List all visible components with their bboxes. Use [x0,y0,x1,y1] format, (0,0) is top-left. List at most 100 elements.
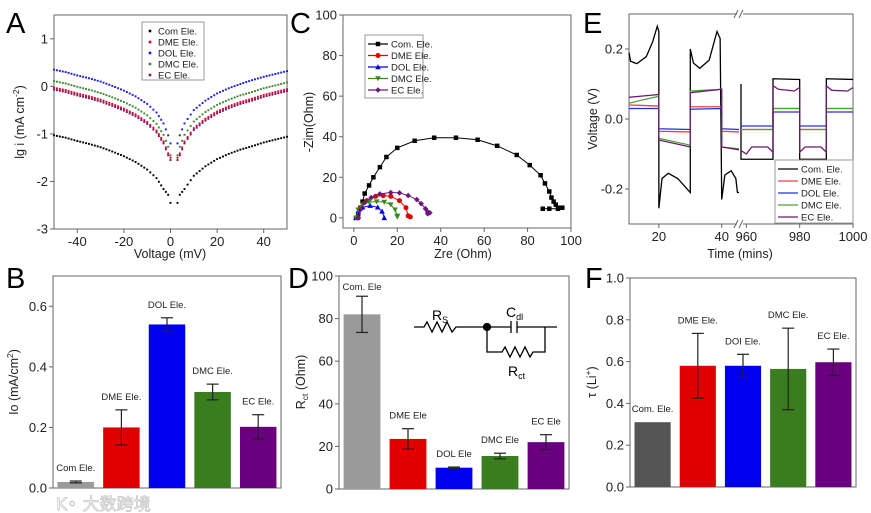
data-point [286,70,288,73]
data-point [73,85,76,87]
data-point [111,104,114,107]
data-point [85,76,87,79]
data-point [137,162,140,165]
data-point [254,90,256,93]
y-tick-label: -3 [36,222,48,237]
data-point [164,190,167,193]
data-point [128,92,131,95]
data-point [198,115,201,118]
data-point [371,175,376,180]
data-point [236,149,239,152]
data-point [233,103,236,106]
data-point [551,199,556,204]
series-line [741,111,853,127]
data-point [85,142,87,145]
cdl-label-sub: dl [516,312,523,322]
data-point [111,102,114,105]
x-axis-label: Zre (Ohm) [434,247,492,261]
data-point [216,158,219,161]
cdl-label: Cdl [506,304,523,322]
x-tick-label: 980 [789,229,811,244]
data-point [157,133,160,136]
y-tick-label: 100 [311,269,333,284]
data-point [189,131,192,134]
data-point [377,191,383,197]
data-point [76,85,79,88]
data-point [213,94,216,97]
data-point [111,150,114,153]
bar-label: EC Ele [531,417,561,428]
rs-label: RS [432,307,448,325]
data-point [210,96,213,98]
data-point [85,94,87,97]
data-point [254,144,256,147]
data-point [201,113,204,116]
data-point [108,95,111,98]
data-point [265,95,268,98]
data-point [125,111,128,113]
axis-break-mark [733,9,739,19]
data-point [96,97,99,100]
data-point [96,145,99,148]
data-point [64,136,67,139]
data-point [167,145,170,148]
data-point [227,105,230,108]
rs-label-main: R [432,307,442,323]
data-point [424,211,431,217]
data-point [176,201,179,204]
data-point [274,91,277,93]
data-point [82,93,85,96]
data-point [379,208,385,214]
data-point [93,144,96,147]
data-point [155,131,158,134]
y-tick-label: 0.6 [29,299,47,314]
data-point [280,137,283,140]
data-point [221,89,224,92]
data-point [210,107,213,110]
data-point [195,124,198,127]
data-point [204,99,207,102]
data-point [79,93,82,96]
data-point [146,168,149,171]
data-point [210,114,213,117]
data-point [245,99,248,102]
data-point [102,101,105,104]
data-point [394,214,401,220]
data-point [538,173,543,178]
data-point [125,156,128,159]
data-point [169,201,172,204]
data-point [248,80,251,83]
data-point [195,172,198,175]
data-point [186,129,189,132]
data-point [204,165,207,168]
data-point [167,154,170,157]
data-point [105,94,108,97]
data-point [164,139,167,142]
data-point [149,171,152,174]
y-axis-label-sub: ct [300,393,310,400]
y-axis-label-end: ) [13,85,27,89]
legend-box [141,21,205,81]
data-point [178,145,181,148]
data-point [233,85,236,88]
data-point [105,102,108,105]
legend-marker [375,76,381,82]
data-point [76,74,79,77]
data-point [67,90,70,92]
bar-label: DOL Ele [436,449,472,460]
data-point [169,142,172,145]
data-point [128,110,131,113]
data-point [93,78,96,81]
data-point [134,160,137,163]
data-point [108,103,111,106]
data-point [55,80,58,83]
data-point [355,215,361,221]
axis-break-mark [738,219,744,229]
y-axis-label: Voltage (V) [586,88,600,150]
data-point [259,142,262,145]
bar-label: DMC Ele. [768,310,809,321]
data-point [183,133,186,136]
data-point [120,154,122,157]
data-point [274,138,277,141]
